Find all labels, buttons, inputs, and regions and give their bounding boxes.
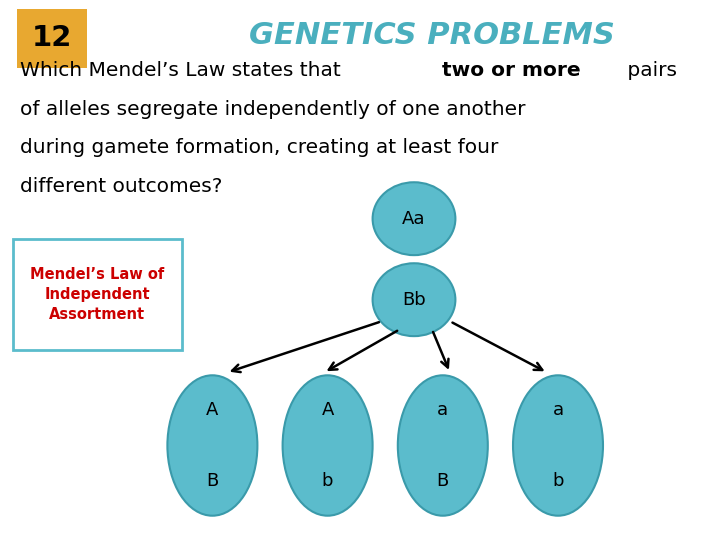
Text: different outcomes?: different outcomes?: [20, 177, 222, 197]
Text: b: b: [322, 471, 333, 490]
Text: Mendel’s Law of
Independent
Assortment: Mendel’s Law of Independent Assortment: [30, 267, 164, 322]
Ellipse shape: [167, 375, 258, 516]
Text: 12: 12: [32, 24, 72, 52]
Text: a: a: [437, 401, 449, 420]
Text: b: b: [552, 471, 564, 490]
Text: of alleles segregate independently of one another: of alleles segregate independently of on…: [20, 99, 526, 119]
Ellipse shape: [372, 263, 455, 336]
Text: pairs: pairs: [621, 60, 677, 80]
Text: A: A: [206, 401, 219, 420]
Text: Aa: Aa: [402, 210, 426, 228]
Text: during gamete formation, creating at least four: during gamete formation, creating at lea…: [20, 138, 498, 158]
Ellipse shape: [397, 375, 488, 516]
Text: GENETICS PROBLEMS: GENETICS PROBLEMS: [249, 21, 615, 50]
FancyBboxPatch shape: [17, 9, 87, 68]
Text: Bb: Bb: [402, 291, 426, 309]
Text: two or more: two or more: [442, 60, 581, 80]
Text: B: B: [206, 471, 219, 490]
FancyBboxPatch shape: [13, 239, 181, 350]
Ellipse shape: [372, 183, 455, 255]
Text: a: a: [552, 401, 564, 420]
Ellipse shape: [513, 375, 603, 516]
Text: A: A: [321, 401, 334, 420]
Text: Which Mendel’s Law states that: Which Mendel’s Law states that: [20, 60, 347, 80]
Text: B: B: [436, 471, 449, 490]
Ellipse shape: [283, 375, 373, 516]
